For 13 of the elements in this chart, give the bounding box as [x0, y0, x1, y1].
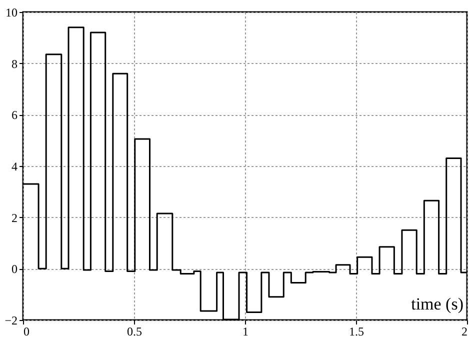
x-axis-title: time (s) [411, 294, 464, 314]
y-tick-label: 4 [12, 160, 18, 174]
x-tick-label: 1.5 [349, 324, 364, 338]
y-tick-label: 2 [12, 210, 18, 225]
y-tick-label: 6 [12, 108, 18, 122]
y-tick-label: 0 [12, 262, 18, 276]
y-tick-label: 8 [12, 56, 18, 71]
x-tick-label: 0 [24, 324, 30, 338]
y-tick-label: 10 [6, 6, 18, 20]
x-tick-label: 0.5 [127, 324, 142, 338]
x-tick-label: 1 [242, 324, 248, 338]
x-tick-label: 2 [462, 324, 468, 338]
y-tick-label: −2 [4, 314, 18, 328]
